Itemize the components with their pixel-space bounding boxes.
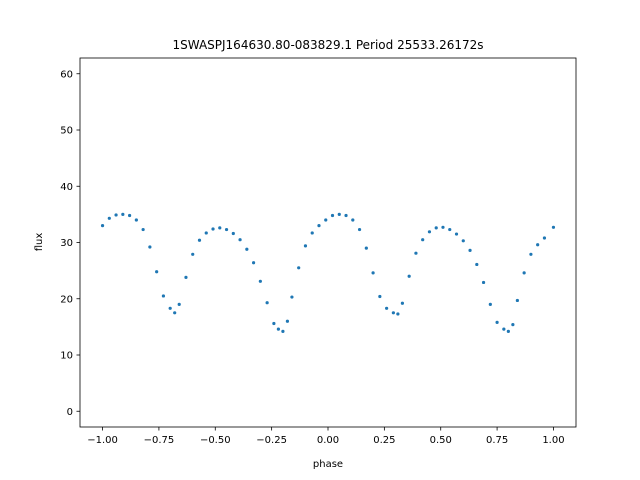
data-point bbox=[303, 244, 308, 248]
data-point bbox=[461, 239, 465, 243]
data-point bbox=[197, 238, 202, 242]
data-point bbox=[191, 252, 195, 256]
x-tick-label: 1.00 bbox=[542, 435, 564, 446]
data-point bbox=[224, 227, 229, 232]
x-tick-label: −0.75 bbox=[144, 435, 175, 446]
data-point bbox=[434, 226, 438, 230]
data-point bbox=[351, 218, 355, 222]
data-point bbox=[173, 311, 177, 315]
data-point bbox=[330, 213, 335, 218]
data-point bbox=[231, 231, 235, 236]
data-point bbox=[378, 294, 382, 299]
data-point bbox=[155, 270, 159, 274]
data-point bbox=[515, 298, 519, 303]
data-point bbox=[100, 224, 105, 228]
data-point bbox=[488, 302, 492, 306]
y-axis: 0 10 20 30 40 50 60 bbox=[60, 69, 80, 418]
y-tick-label: 20 bbox=[60, 294, 73, 305]
data-point bbox=[468, 248, 472, 252]
data-point bbox=[385, 306, 389, 310]
data-point bbox=[161, 294, 166, 298]
data-point bbox=[238, 238, 242, 242]
x-tick-label: −1.00 bbox=[87, 435, 118, 446]
data-point bbox=[391, 311, 395, 315]
x-axis: −1.00 −0.75 −0.50 −0.25 0.00 0.25 0.50 0.75 1.00 bbox=[87, 427, 565, 446]
data-point bbox=[502, 327, 506, 331]
data-point bbox=[272, 321, 276, 326]
y-tick-label: 30 bbox=[60, 238, 73, 249]
data-point bbox=[344, 213, 348, 218]
data-point bbox=[177, 302, 181, 306]
x-axis-label: phase bbox=[313, 459, 343, 470]
data-point bbox=[371, 271, 375, 275]
data-point bbox=[107, 216, 111, 220]
data-point bbox=[114, 213, 118, 217]
y-tick-label: 0 bbox=[67, 407, 73, 418]
data-point bbox=[265, 301, 269, 305]
data-point bbox=[337, 212, 341, 216]
x-tick-label: 0.00 bbox=[317, 435, 339, 446]
data-point bbox=[357, 227, 362, 232]
data-point bbox=[542, 236, 547, 240]
data-point bbox=[148, 245, 152, 249]
data-point bbox=[168, 306, 172, 310]
x-tick-label: −0.25 bbox=[256, 435, 287, 446]
y-tick-label: 40 bbox=[60, 182, 73, 193]
data-point bbox=[396, 312, 400, 316]
data-point bbox=[400, 301, 404, 305]
data-point bbox=[536, 243, 540, 247]
data-point bbox=[141, 227, 145, 232]
data-point bbox=[285, 319, 290, 323]
scatter-series bbox=[100, 212, 556, 333]
data-point bbox=[258, 279, 262, 283]
data-point bbox=[310, 231, 314, 235]
data-point bbox=[454, 232, 459, 236]
y-tick-label: 10 bbox=[60, 351, 73, 362]
x-tick-label: 0.25 bbox=[373, 435, 395, 446]
data-point bbox=[290, 295, 294, 299]
data-point bbox=[506, 329, 510, 333]
data-point bbox=[281, 329, 285, 333]
data-point bbox=[407, 274, 411, 278]
data-point bbox=[317, 224, 321, 228]
data-point bbox=[252, 261, 256, 265]
data-point bbox=[184, 275, 188, 279]
data-point bbox=[218, 226, 222, 230]
data-point bbox=[204, 231, 208, 235]
data-point bbox=[427, 230, 432, 234]
data-point bbox=[364, 246, 368, 250]
y-tick-label: 60 bbox=[60, 69, 73, 80]
x-tick-label: −0.50 bbox=[200, 435, 231, 446]
data-point bbox=[551, 225, 556, 229]
data-point bbox=[421, 238, 425, 242]
data-point bbox=[134, 218, 138, 222]
data-point bbox=[481, 280, 486, 285]
y-axis-label: flux bbox=[34, 233, 45, 252]
data-point bbox=[211, 227, 215, 231]
data-point bbox=[529, 252, 533, 256]
x-tick-label: 0.75 bbox=[486, 435, 508, 446]
data-point bbox=[475, 262, 479, 267]
data-point bbox=[245, 247, 249, 251]
data-point bbox=[495, 320, 499, 324]
x-tick-label: 0.50 bbox=[430, 435, 452, 446]
chart-title: 1SWASPJ164630.80-083829.1 Period 25533.2… bbox=[172, 38, 483, 52]
data-point bbox=[121, 212, 125, 216]
data-point bbox=[128, 213, 132, 218]
data-point bbox=[414, 251, 418, 255]
data-point bbox=[324, 218, 328, 222]
data-point bbox=[511, 323, 515, 327]
y-tick-label: 50 bbox=[60, 126, 73, 137]
data-point bbox=[441, 225, 445, 229]
data-point bbox=[522, 271, 526, 275]
data-point bbox=[276, 327, 280, 331]
data-point bbox=[297, 266, 301, 270]
data-point bbox=[448, 227, 452, 232]
